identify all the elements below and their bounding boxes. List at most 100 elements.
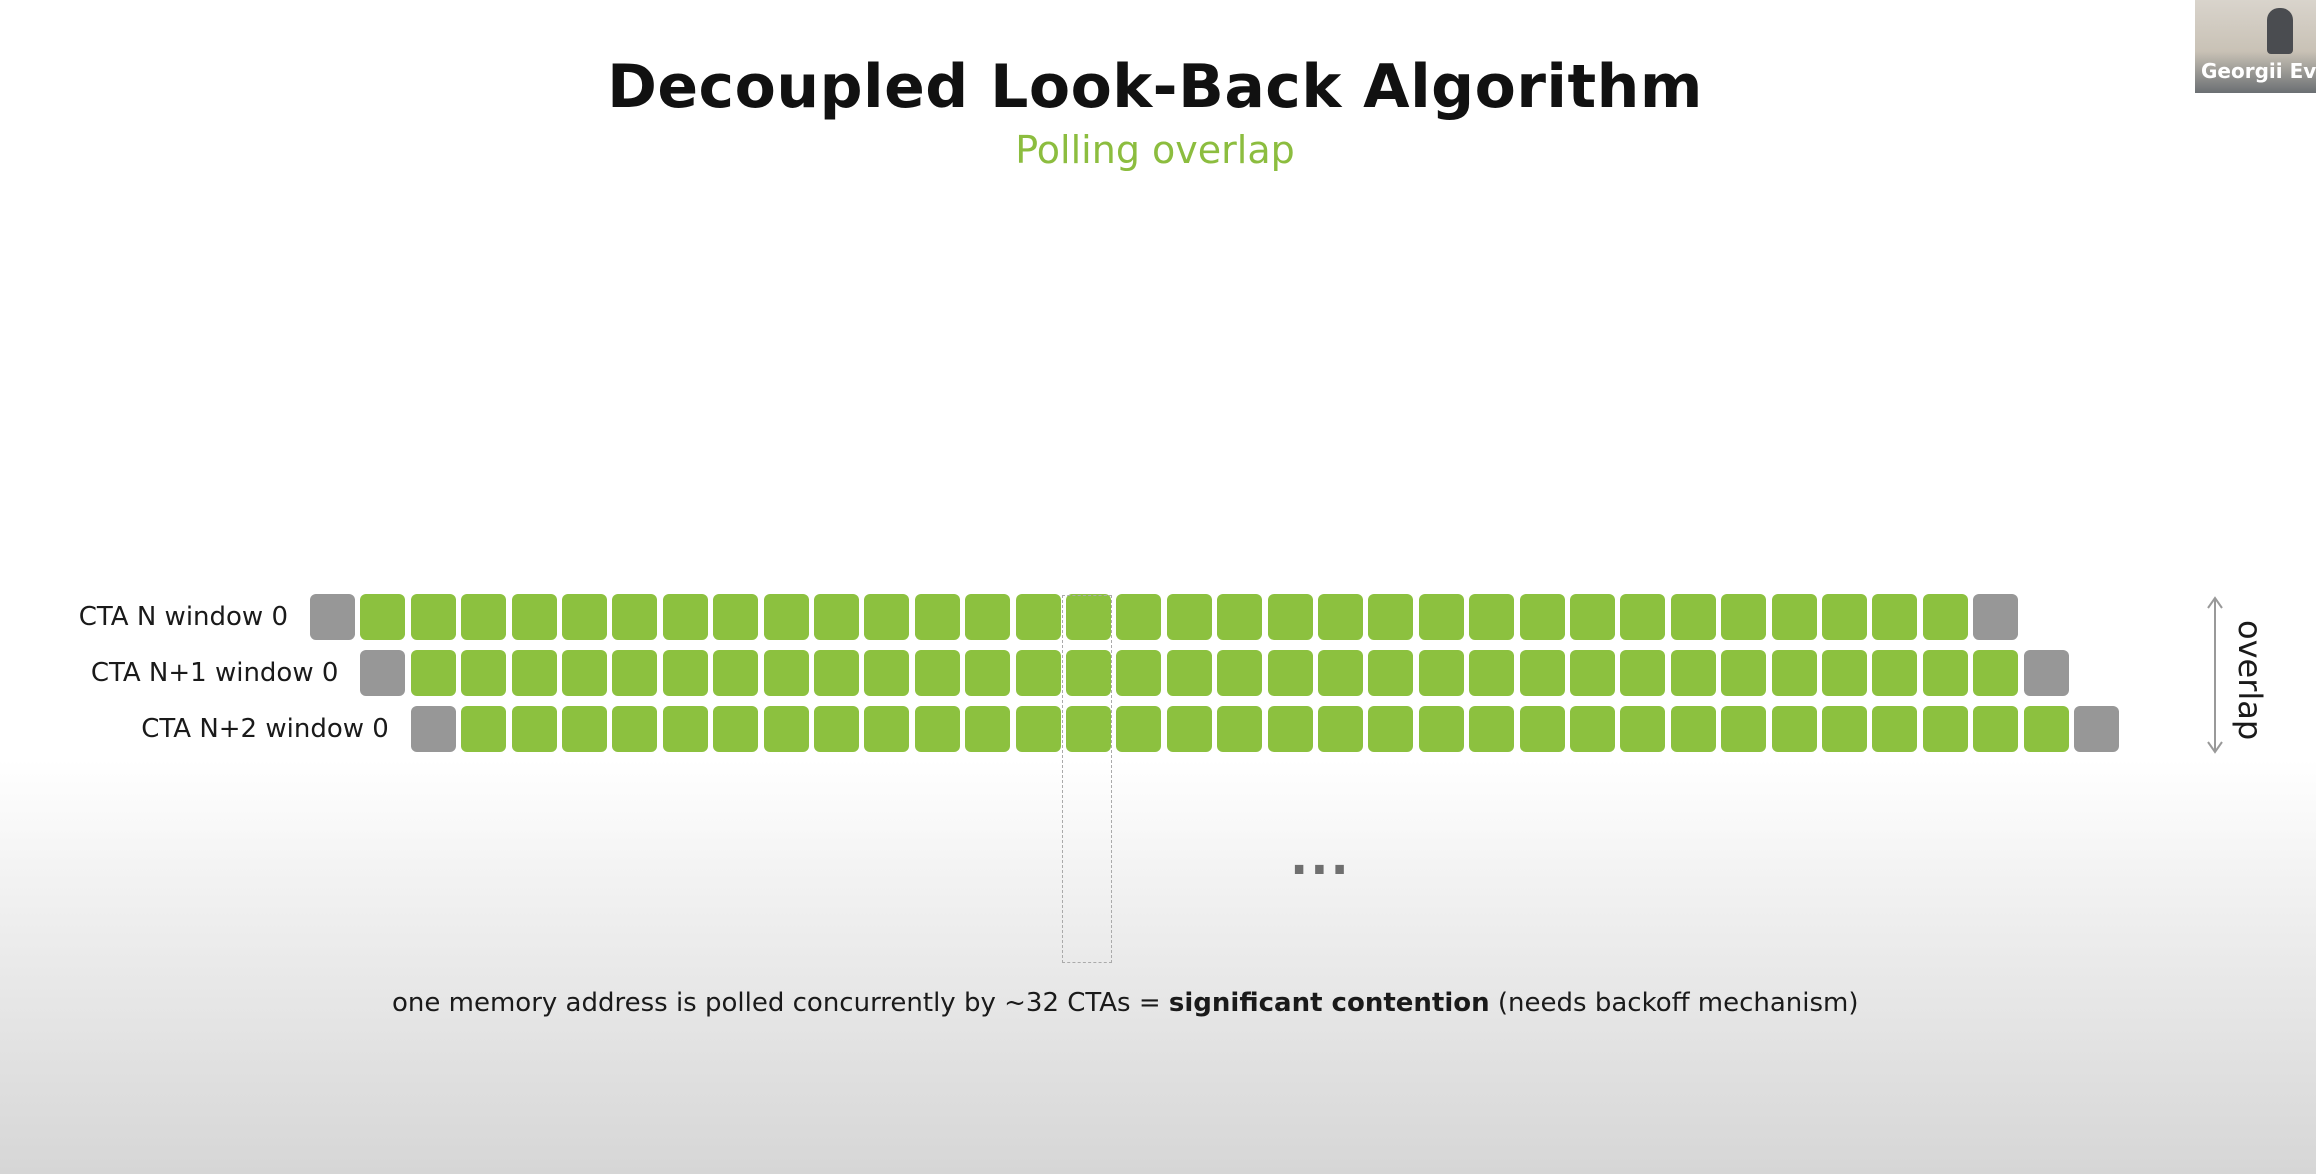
window-cell <box>1922 594 1968 640</box>
window-cell <box>713 706 759 752</box>
window-cell <box>1922 650 1968 696</box>
caption-suffix: (needs backoff mechanism) <box>1489 988 1859 1018</box>
window-cell <box>662 594 708 640</box>
window-cell <box>410 594 456 640</box>
window-cell <box>1922 706 1968 752</box>
window-cell <box>1066 650 1111 696</box>
window-cell <box>1670 594 1716 640</box>
caption: one memory address is polled concurrentl… <box>392 988 1859 1018</box>
window-cell <box>1721 594 1767 640</box>
row-label: CTA N window 0 <box>78 602 288 632</box>
window-cell <box>1973 706 2019 752</box>
window-cell <box>1822 594 1867 640</box>
window-cell <box>1368 706 1414 752</box>
window-cell <box>1872 594 1918 640</box>
window-cell <box>1670 650 1716 696</box>
window-cell <box>814 594 859 640</box>
window-cell <box>1066 706 1111 752</box>
window-cell <box>562 650 607 696</box>
window-cell <box>864 706 910 752</box>
window-cell <box>1267 706 1313 752</box>
window-cell <box>511 650 557 696</box>
caption-emphasis: significant contention <box>1168 988 1490 1018</box>
window-cell <box>2023 706 2069 752</box>
window-cell <box>360 594 406 640</box>
window-cell <box>1822 706 1867 752</box>
window-cell <box>1166 650 1212 696</box>
slide-title: Decoupled Look-Back Algorithm <box>607 52 1703 122</box>
presenter-name: Georgii Evtu <box>2201 59 2316 83</box>
window-cell <box>612 650 658 696</box>
window-cell <box>1670 706 1716 752</box>
window-cell <box>1620 594 1666 640</box>
window-cell <box>965 594 1011 640</box>
window-cell <box>1721 706 1767 752</box>
window-cell <box>562 706 607 752</box>
boundary-cell <box>310 594 355 640</box>
window-cell <box>1015 706 1061 752</box>
boundary-cell <box>360 650 406 696</box>
window-cell <box>763 594 809 640</box>
window-cell <box>1116 650 1162 696</box>
window-cell <box>1872 650 1918 696</box>
window-cell <box>713 650 759 696</box>
boundary-cell <box>410 706 456 752</box>
window-cell <box>1418 706 1464 752</box>
window-cell <box>1469 594 1515 640</box>
window-cell <box>1771 650 1817 696</box>
presenter-video-thumbnail[interactable]: Georgii Evtu <box>2195 0 2316 93</box>
window-cell <box>914 594 960 640</box>
window-cell <box>1570 594 1615 640</box>
window-cell <box>1771 594 1817 640</box>
slide-subtitle: Polling overlap <box>1015 128 1295 172</box>
window-cell <box>1318 650 1363 696</box>
window-cell <box>1116 706 1162 752</box>
window-cell <box>461 594 507 640</box>
polled-address-highlight <box>1062 595 1112 963</box>
window-cell <box>713 594 759 640</box>
window-cell <box>1519 594 1565 640</box>
window-cell <box>1368 594 1414 640</box>
window-cell <box>1822 650 1867 696</box>
window-cell <box>1066 594 1111 640</box>
window-cell <box>1469 706 1515 752</box>
boundary-cell <box>2023 650 2069 696</box>
window-cell <box>461 706 507 752</box>
window-cell <box>1570 706 1615 752</box>
window-cell <box>965 650 1011 696</box>
window-cell <box>1166 594 1212 640</box>
window-cell <box>1519 706 1565 752</box>
overlap-label: overlap <box>2231 620 2269 741</box>
window-cell <box>1418 594 1464 640</box>
window-cell <box>1570 650 1615 696</box>
window-cell <box>814 650 859 696</box>
window-cell <box>511 706 557 752</box>
window-cell <box>1267 650 1313 696</box>
window-cell <box>1418 650 1464 696</box>
boundary-cell <box>2074 706 2119 752</box>
caption-prefix: one memory address is polled concurrentl… <box>392 988 1169 1018</box>
window-cell <box>1318 706 1363 752</box>
window-cell <box>461 650 507 696</box>
window-cell <box>662 650 708 696</box>
presenter-figure <box>2267 8 2293 54</box>
window-cell <box>662 706 708 752</box>
window-cell <box>1973 650 2019 696</box>
window-cell <box>1217 594 1263 640</box>
window-cell <box>1217 650 1263 696</box>
row-label: CTA N+1 window 0 <box>90 658 339 688</box>
window-cell <box>1620 650 1666 696</box>
window-cell <box>1166 706 1212 752</box>
window-cell <box>1469 650 1515 696</box>
window-cell <box>1519 650 1565 696</box>
window-cell <box>864 650 910 696</box>
window-cell <box>1771 706 1817 752</box>
window-cell <box>914 706 960 752</box>
window-cell <box>814 706 859 752</box>
window-cell <box>1721 650 1767 696</box>
overlap-arrow-icon <box>2207 596 2223 754</box>
window-cell <box>511 594 557 640</box>
boundary-cell <box>1973 594 2019 640</box>
window-cell <box>562 594 607 640</box>
window-cell <box>1872 706 1918 752</box>
